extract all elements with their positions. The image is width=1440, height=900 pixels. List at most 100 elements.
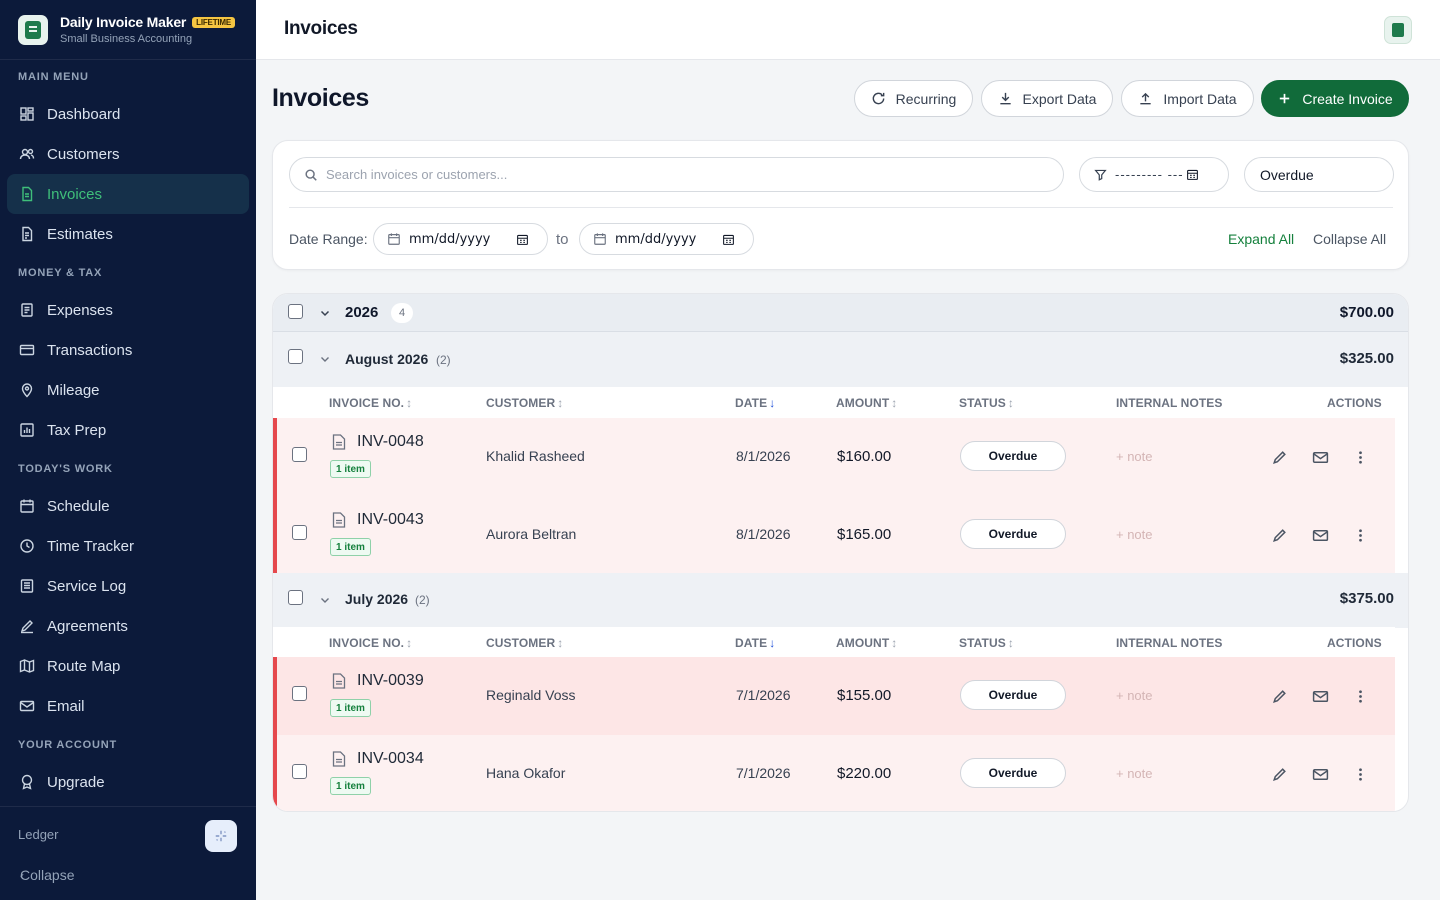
month-label: July 2026 — [345, 591, 409, 607]
chevron-down-icon[interactable] — [319, 594, 331, 606]
col-amount[interactable]: AMOUNT ↕ — [836, 636, 898, 650]
mail-icon[interactable] — [1311, 687, 1329, 705]
sidebar-nav: MAIN MENU Dashboard Customers Invoices E… — [0, 60, 256, 802]
sidebar-item-time-tracker[interactable]: Time Tracker — [7, 526, 249, 566]
col-date[interactable]: DATE ↓ — [735, 636, 776, 650]
invoice-number[interactable]: INV-0034 — [357, 750, 424, 767]
sidebar-item-tax-prep[interactable]: Tax Prep — [7, 410, 249, 450]
date-to-input[interactable]: mm/dd/yyyy — [579, 223, 754, 255]
sidebar-item-schedule[interactable]: Schedule — [7, 486, 249, 526]
invoice-number[interactable]: INV-0043 — [357, 511, 424, 528]
date-filter-select[interactable]: --------- --- — [1079, 157, 1229, 192]
edit-icon[interactable] — [1270, 687, 1288, 705]
month-checkbox[interactable] — [288, 349, 303, 364]
mail-icon[interactable] — [1311, 765, 1329, 783]
sidebar-item-label: Service Log — [47, 577, 127, 595]
col-date[interactable]: DATE ↓ — [735, 396, 776, 410]
collapse-all-link[interactable]: Collapse All — [1313, 231, 1387, 247]
table-row[interactable]: INV-0034 1 item Hana Okafor 7/1/2026 $22… — [273, 735, 1395, 811]
sidebar-item-invoices[interactable]: Invoices — [7, 174, 249, 214]
mail-icon — [19, 698, 35, 714]
sparkle-icon[interactable] — [205, 820, 237, 852]
col-invoice-no[interactable]: INVOICE NO. ↕ — [329, 636, 413, 650]
sidebar-item-upgrade[interactable]: Upgrade — [7, 762, 249, 802]
row-checkbox[interactable] — [292, 525, 307, 540]
edit-icon[interactable] — [1270, 448, 1288, 466]
sidebar-item-agreements[interactable]: Agreements — [7, 606, 249, 646]
month-count: (2) — [436, 353, 451, 367]
month-group-header[interactable]: August 2026 (2) $325.00 — [273, 332, 1408, 387]
table-row[interactable]: INV-0039 1 item Reginald Voss 7/1/2026 $… — [273, 657, 1395, 735]
sidebar-item-label: Agreements — [47, 617, 128, 635]
sidebar-item-label: Expenses — [47, 301, 113, 319]
sidebar-item-service-log[interactable]: Service Log — [7, 566, 249, 606]
collapse-label: Collapse — [20, 867, 75, 883]
sidebar-item-customers[interactable]: Customers — [7, 134, 249, 174]
search-input[interactable] — [326, 167, 1026, 182]
status-badge[interactable]: Overdue — [960, 680, 1066, 710]
status-badge[interactable]: Overdue — [960, 758, 1066, 788]
month-checkbox[interactable] — [288, 590, 303, 605]
status-badge[interactable]: Overdue — [960, 519, 1066, 549]
calendar-picker-icon[interactable] — [516, 233, 529, 246]
collapse-button[interactable]: ‹ Collapse — [20, 867, 74, 883]
table-row[interactable]: INV-0048 1 item Khalid Rasheed 8/1/2026 … — [273, 418, 1395, 496]
sidebar-item-route-map[interactable]: Route Map — [7, 646, 249, 686]
mail-icon[interactable] — [1311, 526, 1329, 544]
add-note-link[interactable]: + note — [1116, 688, 1153, 703]
table-row[interactable]: INV-0043 1 item Aurora Beltran 8/1/2026 … — [273, 496, 1395, 574]
chevron-down-icon[interactable] — [319, 353, 331, 365]
mail-icon[interactable] — [1311, 448, 1329, 466]
add-note-link[interactable]: + note — [1116, 449, 1153, 464]
log-icon — [19, 578, 35, 594]
sidebar-item-expenses[interactable]: Expenses — [7, 290, 249, 330]
chevron-down-icon[interactable] — [319, 307, 331, 319]
avatar[interactable] — [1384, 16, 1412, 44]
sidebar: Daily Invoice Maker LIFETIME Small Busin… — [0, 0, 256, 900]
add-note-link[interactable]: + note — [1116, 766, 1153, 781]
sidebar-item-email[interactable]: Email — [7, 686, 249, 726]
invoice-number[interactable]: INV-0039 — [357, 672, 424, 689]
col-customer[interactable]: CUSTOMER ↕ — [486, 396, 564, 410]
export-data-button[interactable]: Export Data — [981, 80, 1113, 117]
edit-icon[interactable] — [1270, 526, 1288, 544]
customer-name: Hana Okafor — [486, 765, 566, 781]
sidebar-item-dashboard[interactable]: Dashboard — [7, 94, 249, 134]
document-icon — [332, 673, 346, 689]
col-customer[interactable]: CUSTOMER ↕ — [486, 636, 564, 650]
month-group-header[interactable]: July 2026 (2) $375.00 — [273, 573, 1408, 628]
invoice-date: 8/1/2026 — [736, 448, 791, 464]
import-data-button[interactable]: Import Data — [1121, 80, 1254, 117]
sidebar-item-transactions[interactable]: Transactions — [7, 330, 249, 370]
year-group-header[interactable]: 2026 4 $700.00 — [273, 294, 1408, 332]
col-status[interactable]: STATUS ↕ — [959, 636, 1014, 650]
row-checkbox[interactable] — [292, 686, 307, 701]
search-field[interactable] — [289, 157, 1064, 192]
col-invoice-no[interactable]: INVOICE NO. ↕ — [329, 396, 413, 410]
chart-icon — [19, 422, 35, 438]
sidebar-item-mileage[interactable]: Mileage — [7, 370, 249, 410]
col-amount[interactable]: AMOUNT ↕ — [836, 396, 898, 410]
status-filter-select[interactable]: Overdue — [1244, 157, 1394, 192]
row-checkbox[interactable] — [292, 447, 307, 462]
expand-all-link[interactable]: Expand All — [1228, 231, 1295, 247]
more-vertical-icon[interactable] — [1351, 687, 1369, 705]
year-checkbox[interactable] — [288, 304, 303, 319]
invoice-number[interactable]: INV-0048 — [357, 433, 424, 450]
col-status[interactable]: STATUS ↕ — [959, 396, 1014, 410]
create-invoice-button[interactable]: Create Invoice — [1261, 80, 1409, 117]
calendar-picker-icon[interactable] — [722, 233, 735, 246]
table-header: INVOICE NO. ↕ CUSTOMER ↕ DATE ↓ AMOUNT ↕ STA… — [273, 387, 1395, 418]
more-vertical-icon[interactable] — [1351, 526, 1369, 544]
date-from-input[interactable]: mm/dd/yyyy — [373, 223, 548, 255]
sidebar-item-estimates[interactable]: Estimates — [7, 214, 249, 254]
more-vertical-icon[interactable] — [1351, 448, 1369, 466]
add-note-link[interactable]: + note — [1116, 527, 1153, 542]
more-vertical-icon[interactable] — [1351, 765, 1369, 783]
edit-icon[interactable] — [1270, 765, 1288, 783]
date-range-label: Date Range: — [289, 231, 368, 247]
topbar: Invoices — [256, 0, 1440, 60]
status-badge[interactable]: Overdue — [960, 441, 1066, 471]
row-checkbox[interactable] — [292, 764, 307, 779]
recurring-button[interactable]: Recurring — [854, 80, 973, 117]
